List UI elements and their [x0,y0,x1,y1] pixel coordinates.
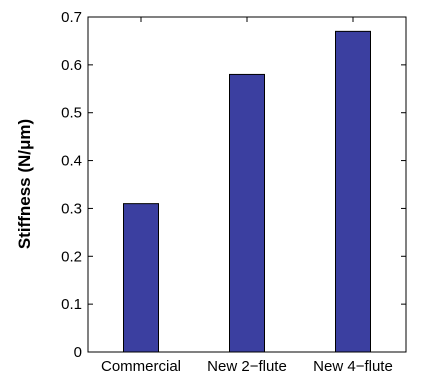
x-tick-labels: Commercial New 2−flute New 4−flute [101,358,393,375]
y-tick-label: 0 [74,344,82,361]
plot-area [87,16,407,353]
bar-2 [229,73,265,353]
y-tick-label: 0.6 [61,57,82,74]
y-tick-labels: 0 0.1 0.2 0.3 0.4 0.5 0.6 0.7 [61,9,82,361]
y-tick-marks [88,16,406,353]
y-tick-label: 0.4 [61,153,82,170]
x-tick-label: New 4−flute [313,358,393,375]
x-tick-label: New 2−flute [207,358,287,375]
y-tick-label: 0.1 [61,296,82,313]
y-tick-label: 0.5 [61,105,82,122]
y-tick-label: 0.7 [61,9,82,26]
y-tick-label: 0.3 [61,200,82,217]
y-tick-label: 0.2 [61,248,82,265]
bar-1 [123,203,159,353]
x-tick-label: Commercial [101,358,181,375]
bars [123,30,371,353]
y-axis-label: Stiffness (N/μm) [15,119,34,249]
bar-3 [335,30,371,353]
